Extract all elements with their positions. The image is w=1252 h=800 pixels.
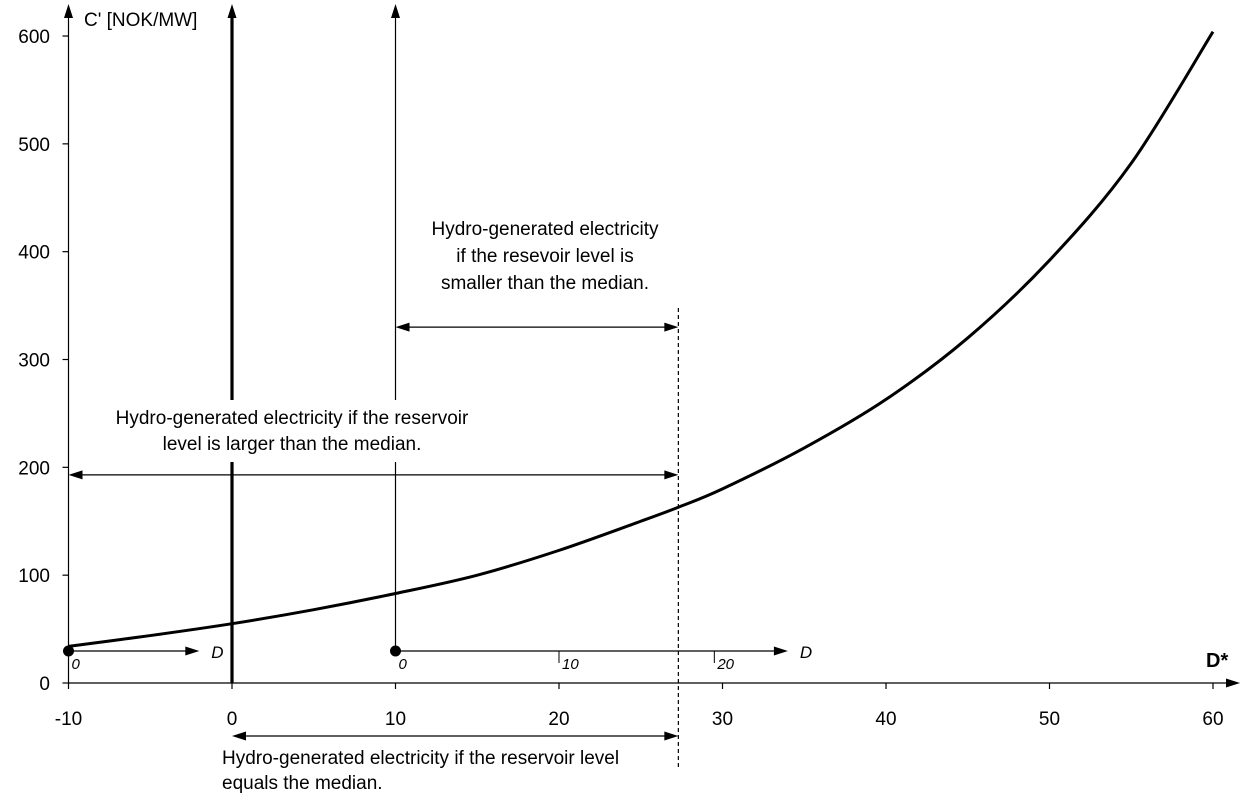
annotation-text: Hydro-generated electricity if the reser… xyxy=(116,408,469,429)
sub-axis-label: D xyxy=(211,643,223,662)
y-tick-label: 600 xyxy=(18,27,50,48)
annotation-text: smaller than the median. xyxy=(441,273,649,294)
sub-axis-label: D xyxy=(800,643,812,662)
x-tick-label: 20 xyxy=(548,709,569,730)
y-tick-label: 0 xyxy=(39,674,50,695)
sub-axis-tick-label: 20 xyxy=(716,656,734,673)
annotation-arrow-head xyxy=(395,322,410,332)
annotation-text: if the resevoir level is xyxy=(456,246,633,267)
sub-axis-arrow xyxy=(773,646,788,656)
annotation-arrow-head xyxy=(664,470,679,480)
sub-axes: D 0 D 0 10 20 xyxy=(63,643,812,673)
y-axis-label: C' [NOK/MW] xyxy=(84,10,197,31)
sub-axis-tick-label: 10 xyxy=(562,656,579,673)
annotation-text: level is larger than the median. xyxy=(163,434,422,455)
x-tick-label: 0 xyxy=(227,709,238,730)
series-line xyxy=(68,30,1215,648)
annotation-arrow-head xyxy=(68,470,83,480)
annotation-text: equals the median. xyxy=(222,773,383,794)
annotation-text: Hydro-generated electricity xyxy=(431,219,659,240)
sub-axis-tick-label: 0 xyxy=(399,656,408,673)
annotation-arrow-head xyxy=(664,322,679,332)
x-tick-label: 50 xyxy=(1039,709,1060,730)
x-axis-arrow xyxy=(1226,678,1240,688)
sub-axis-arrow xyxy=(185,646,200,656)
x-tick-label: 30 xyxy=(712,709,733,730)
axes: D*-10 0 10 20 30 40 50 600100200300400500600C' … xyxy=(18,4,1240,770)
y-axis-arrow xyxy=(64,4,73,18)
series-layer xyxy=(68,30,1215,648)
sub-axis-vertical-arrow xyxy=(391,4,400,18)
annotation-arrow-head xyxy=(664,731,679,741)
zero-axis-arrow xyxy=(227,4,237,18)
x-axis-label: D* xyxy=(1206,650,1228,672)
annotation-text: Hydro-generated electricity if the reser… xyxy=(222,748,619,769)
x-tick-label: 40 xyxy=(875,709,896,730)
y-tick-label: 400 xyxy=(18,243,50,264)
annotation-background xyxy=(70,400,514,462)
x-tick-label: 10 xyxy=(385,709,406,730)
y-tick-label: 100 xyxy=(18,566,50,587)
sub-axis-tick-label: 0 xyxy=(72,656,81,673)
x-tick-label: -10 xyxy=(55,709,82,730)
annotations: Hydro-generated electricity if the resevo… xyxy=(68,219,679,794)
y-tick-label: 200 xyxy=(18,458,50,479)
annotation-arrow-head xyxy=(232,731,246,741)
y-tick-label: 300 xyxy=(18,351,50,372)
y-tick-label: 500 xyxy=(18,135,50,156)
x-tick-label: 60 xyxy=(1202,709,1223,730)
